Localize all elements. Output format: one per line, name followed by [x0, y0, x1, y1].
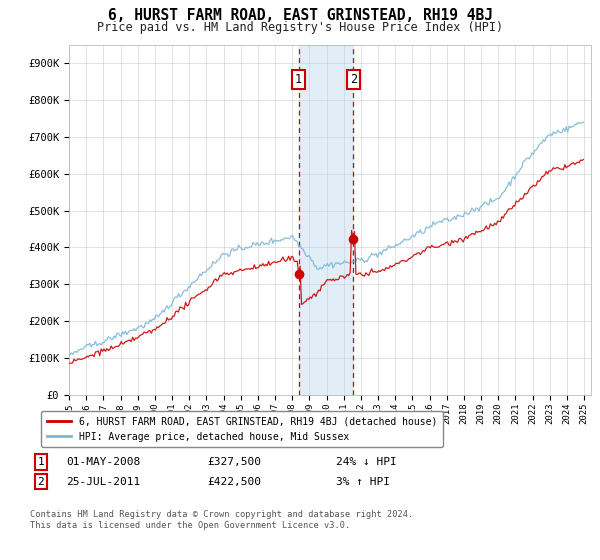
Text: 3% ↑ HPI: 3% ↑ HPI — [336, 477, 390, 487]
Text: Price paid vs. HM Land Registry's House Price Index (HPI): Price paid vs. HM Land Registry's House … — [97, 21, 503, 34]
Text: 1: 1 — [37, 457, 44, 467]
Text: 25-JUL-2011: 25-JUL-2011 — [66, 477, 140, 487]
Text: £327,500: £327,500 — [207, 457, 261, 467]
Text: 1: 1 — [295, 73, 302, 86]
Text: 24% ↓ HPI: 24% ↓ HPI — [336, 457, 397, 467]
Text: 2: 2 — [350, 73, 357, 86]
Text: Contains HM Land Registry data © Crown copyright and database right 2024.
This d: Contains HM Land Registry data © Crown c… — [30, 510, 413, 530]
Text: £422,500: £422,500 — [207, 477, 261, 487]
Text: 2: 2 — [37, 477, 44, 487]
Text: 6, HURST FARM ROAD, EAST GRINSTEAD, RH19 4BJ: 6, HURST FARM ROAD, EAST GRINSTEAD, RH19… — [107, 8, 493, 24]
Legend: 6, HURST FARM ROAD, EAST GRINSTEAD, RH19 4BJ (detached house), HPI: Average pric: 6, HURST FARM ROAD, EAST GRINSTEAD, RH19… — [41, 411, 443, 447]
Text: 01-MAY-2008: 01-MAY-2008 — [66, 457, 140, 467]
